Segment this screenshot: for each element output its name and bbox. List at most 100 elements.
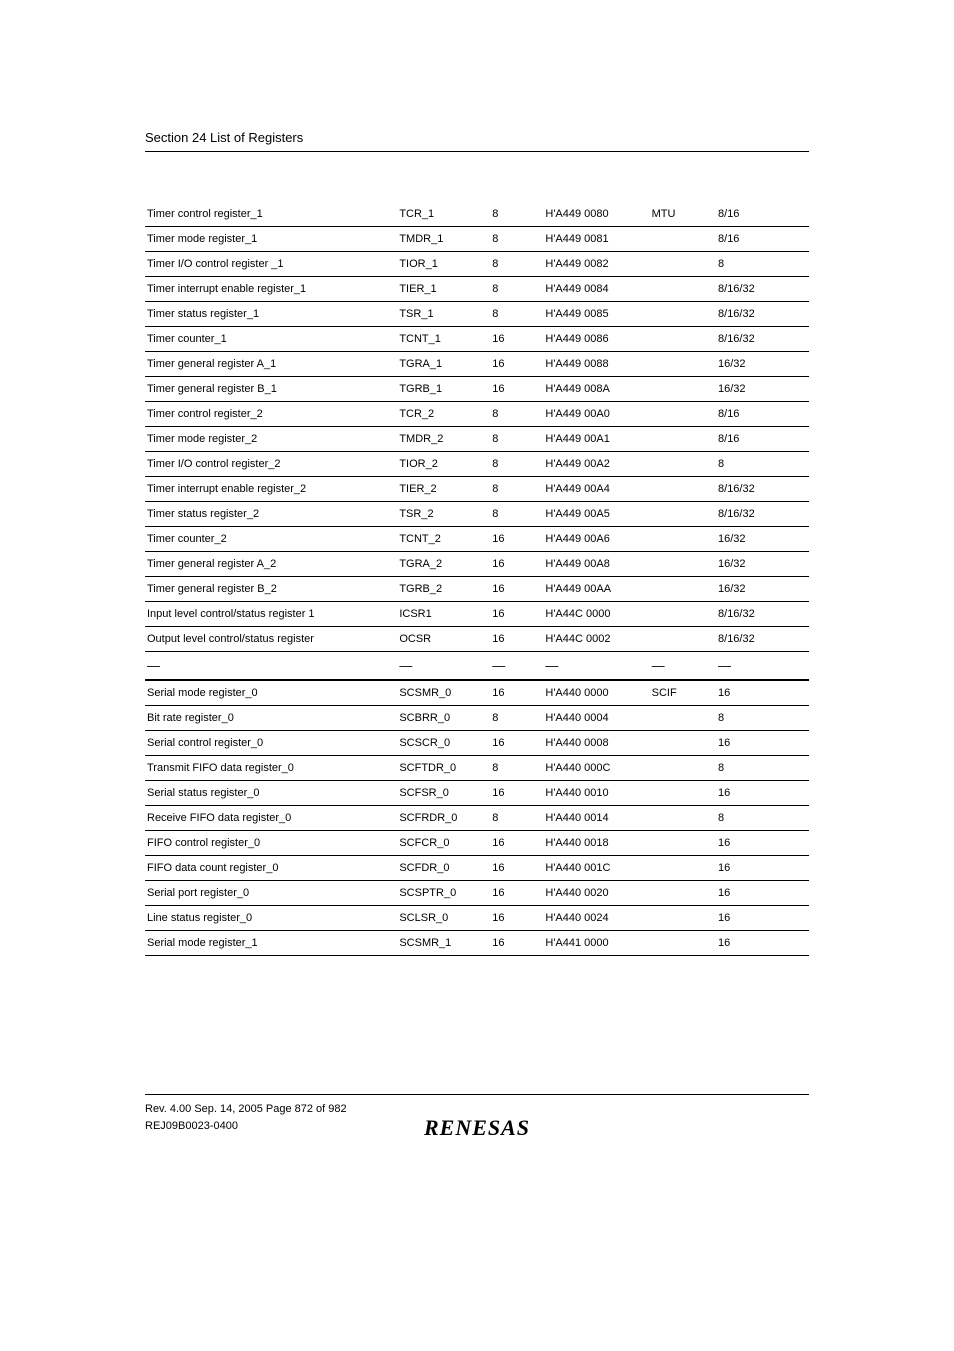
cell-addr: H'A440 0000 [543,680,649,706]
cell-bits: 16 [490,352,543,377]
cell-name: Timer counter_2 [145,527,397,552]
cell-abbr: ICSR1 [397,602,490,627]
cell-addr: H'A449 0088 [543,352,649,377]
cell-abbr: TCR_2 [397,402,490,427]
cell-mod [650,277,716,302]
table-row: Timer status register_2TSR_28H'A449 00A5… [145,502,809,527]
cell-abbr: SCSCR_0 [397,731,490,756]
table-row: Timer general register B_1TGRB_116H'A449… [145,377,809,402]
cell-bits: 16 [490,377,543,402]
cell-abbr: SCLSR_0 [397,906,490,931]
table-row: —————— [145,652,809,681]
cell-addr: H'A449 00A1 [543,427,649,452]
cell-name: Output level control/status register [145,627,397,652]
cell-name: Timer general register B_1 [145,377,397,402]
cell-acc: 8 [716,452,809,477]
cell-acc: 16 [716,931,809,956]
cell-mod [650,252,716,277]
cell-name: Timer status register_1 [145,302,397,327]
table-row: Timer mode register_1TMDR_18H'A449 00818… [145,227,809,252]
cell-name: Serial mode register_0 [145,680,397,706]
cell-name: Timer mode register_2 [145,427,397,452]
cell-addr: H'A440 0020 [543,881,649,906]
cell-mod: MTU [650,202,716,227]
cell-addr: H'A449 008A [543,377,649,402]
cell-addr: H'A449 00A4 [543,477,649,502]
cell-bits: 8 [490,227,543,252]
cell-bits: 16 [490,627,543,652]
cell-addr: H'A449 0082 [543,252,649,277]
cell-abbr: TIER_1 [397,277,490,302]
cell-abbr: TGRB_1 [397,377,490,402]
cell-mod [650,527,716,552]
cell-bits: 16 [490,680,543,706]
cell-bits: 8 [490,252,543,277]
table-row: Serial mode register_1SCSMR_116H'A441 00… [145,931,809,956]
cell-acc: 8/16/32 [716,502,809,527]
table-row: Output level control/status registerOCSR… [145,627,809,652]
cell-name: Input level control/status register 1 [145,602,397,627]
table-row: Transmit FIFO data register_0SCFTDR_08H'… [145,756,809,781]
cell-addr: H'A44C 0000 [543,602,649,627]
cell-addr: H'A441 0000 [543,931,649,956]
cell-addr: H'A449 0084 [543,277,649,302]
cell-bits: 16 [490,327,543,352]
cell-abbr: TIER_2 [397,477,490,502]
cell-acc: 16/32 [716,352,809,377]
table-row: Line status register_0SCLSR_016H'A440 00… [145,906,809,931]
cell-abbr: TCNT_1 [397,327,490,352]
table-row: Serial control register_0SCSCR_016H'A440… [145,731,809,756]
cell-abbr: SCSMR_1 [397,931,490,956]
cell-acc: 16 [716,731,809,756]
cell-addr: H'A449 0080 [543,202,649,227]
cell-addr: H'A449 0085 [543,302,649,327]
cell-bits: 8 [490,277,543,302]
table-row: Serial mode register_0SCSMR_016H'A440 00… [145,680,809,706]
cell-addr: H'A449 00A0 [543,402,649,427]
cell-mod [650,806,716,831]
cell-addr: H'A440 0014 [543,806,649,831]
cell-abbr: SCFSR_0 [397,781,490,806]
table-row: Bit rate register_0SCBRR_08H'A440 00048 [145,706,809,731]
cell-addr: H'A449 00A8 [543,552,649,577]
table-row: Timer status register_1TSR_18H'A449 0085… [145,302,809,327]
cell-name: Receive FIFO data register_0 [145,806,397,831]
cell-addr: H'A449 0086 [543,327,649,352]
table-row: Serial status register_0SCFSR_016H'A440 … [145,781,809,806]
cell-addr: H'A440 0018 [543,831,649,856]
cell-name: Timer counter_1 [145,327,397,352]
table-row: FIFO data count register_0SCFDR_016H'A44… [145,856,809,881]
cell-mod [650,831,716,856]
cell-abbr: — [397,652,490,681]
cell-abbr: SCFCR_0 [397,831,490,856]
cell-acc: 16 [716,881,809,906]
cell-acc: 8/16 [716,202,809,227]
cell-name: — [145,652,397,681]
cell-mod [650,602,716,627]
cell-acc: 8/16 [716,402,809,427]
cell-abbr: SCBRR_0 [397,706,490,731]
table-row: Timer mode register_2TMDR_28H'A449 00A18… [145,427,809,452]
cell-mod [650,502,716,527]
cell-mod [650,577,716,602]
cell-name: FIFO control register_0 [145,831,397,856]
cell-abbr: TSR_1 [397,302,490,327]
cell-mod [650,227,716,252]
cell-name: Timer general register A_2 [145,552,397,577]
cell-bits: 8 [490,402,543,427]
cell-bits: 16 [490,602,543,627]
table-row: Timer counter_2TCNT_216H'A449 00A616/32 [145,527,809,552]
cell-name: Timer I/O control register_2 [145,452,397,477]
cell-abbr: TSR_2 [397,502,490,527]
cell-acc: 16 [716,906,809,931]
cell-addr: H'A449 0081 [543,227,649,252]
cell-addr: H'A440 0024 [543,906,649,931]
table-row: Timer counter_1TCNT_116H'A449 00868/16/3… [145,327,809,352]
cell-mod [650,477,716,502]
cell-acc: 16 [716,831,809,856]
cell-bits: 8 [490,302,543,327]
cell-name: Transmit FIFO data register_0 [145,756,397,781]
section-title: Section 24 List of Registers [145,130,809,152]
cell-acc: 8/16/32 [716,627,809,652]
table-row: Timer general register A_1TGRA_116H'A449… [145,352,809,377]
